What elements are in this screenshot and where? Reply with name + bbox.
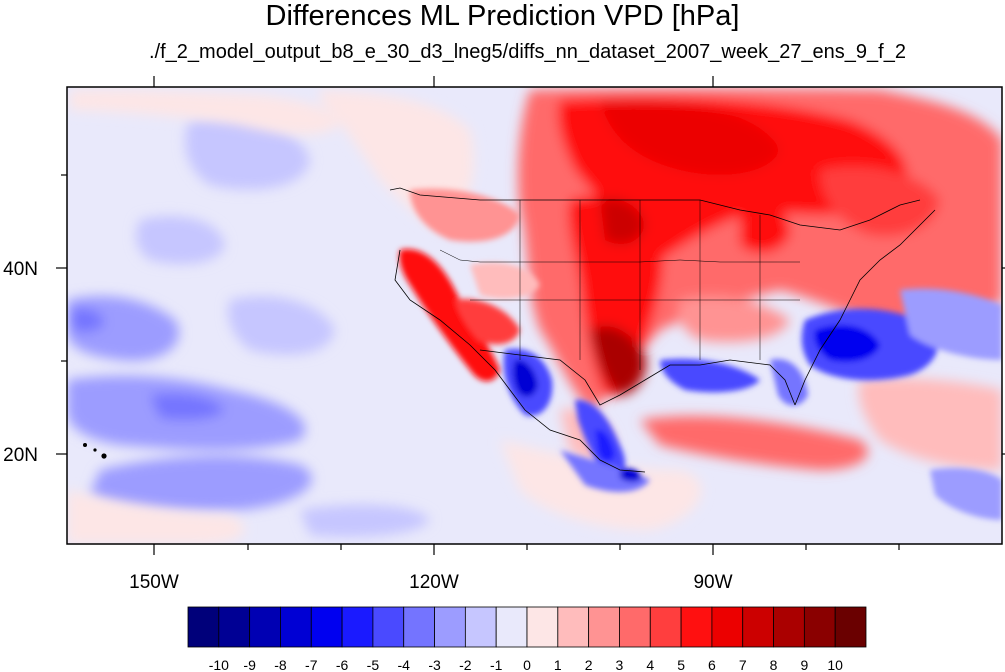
colorbar-swatch xyxy=(403,606,435,648)
colorbar-label: 10 xyxy=(827,657,843,672)
mexico-negative-field xyxy=(503,348,650,492)
us-canada-border xyxy=(389,187,921,231)
colorbar-swatch xyxy=(588,606,620,648)
colorbar-swatch xyxy=(834,606,867,648)
colorbar-label: -9 xyxy=(243,657,256,672)
colorbar-swatch xyxy=(187,606,220,648)
colorbar-label: -10 xyxy=(209,657,229,672)
pacific-negative-field xyxy=(67,116,430,537)
colorbar-swatch xyxy=(341,606,374,648)
colorbar-label: -2 xyxy=(459,657,472,672)
colorbar-label: -3 xyxy=(428,657,441,672)
colorbar-label: 9 xyxy=(800,657,808,672)
colorbar-label: 6 xyxy=(708,657,716,672)
x-tick-label-90w: 90W xyxy=(693,572,732,593)
hawaii-island xyxy=(101,453,107,459)
colorbar: -10 -9 -8 -7 -6 -5 -4 -3 -2 -1 0 1 2 3 4 5 6 7 8 9 10 xyxy=(187,606,867,672)
atlantic-coastline xyxy=(794,209,936,406)
colorbar-swatch xyxy=(495,606,528,648)
colorbar-label: 3 xyxy=(616,657,624,672)
us-mexico-gulf-line xyxy=(479,349,796,406)
x-tick-label-150w: 150W xyxy=(129,572,179,593)
hawaii-islands xyxy=(83,443,107,459)
colorbar-swatch xyxy=(773,606,805,648)
colorbar-swatch xyxy=(372,606,405,648)
country-borders xyxy=(389,187,936,473)
colorbar-swatch xyxy=(526,606,559,648)
hawaii-island xyxy=(83,443,87,447)
colorbar-swatch xyxy=(711,606,744,648)
x-tick-label-120w: 120W xyxy=(409,572,459,593)
colorbar-swatch xyxy=(680,606,713,648)
colorbar-label: 2 xyxy=(585,657,593,672)
colorbar-label: 0 xyxy=(523,657,531,672)
colorbar-swatch xyxy=(619,606,651,648)
state-line-1 xyxy=(439,249,800,263)
colorbar-label: -8 xyxy=(274,657,287,672)
hawaii-island xyxy=(93,448,97,452)
colorbar-label: 8 xyxy=(770,657,778,672)
colorbar-label: -4 xyxy=(398,657,411,672)
colorbar-swatch xyxy=(434,606,466,648)
state-lines-meridional xyxy=(519,200,761,370)
colorbar-label: -5 xyxy=(367,657,380,672)
colorbar-label: 5 xyxy=(677,657,685,672)
map-subtitle: ./f_2_model_output_b8_e_30_d3_lneg5/diff… xyxy=(149,41,906,63)
colorbar-swatch xyxy=(280,606,312,648)
colorbar-swatch xyxy=(464,606,497,648)
colorbar-label: 1 xyxy=(554,657,562,672)
y-tick-label-20n: 20N xyxy=(3,445,38,466)
map-title: Differences ML Prediction VPD [hPa] xyxy=(265,0,740,32)
colorbar-swatch xyxy=(218,606,251,648)
colorbar-label: -7 xyxy=(305,657,318,672)
colorbar-label: 4 xyxy=(646,657,654,672)
map-frame xyxy=(66,86,1003,545)
axis-ticks xyxy=(56,76,1005,555)
colorbar-label: -6 xyxy=(336,657,349,672)
southwest-positive-field xyxy=(399,188,540,382)
colorbar-swatch xyxy=(249,606,281,648)
colorbar-label: -1 xyxy=(490,657,503,672)
colorbar-swatch xyxy=(742,606,774,648)
colorbar-swatch xyxy=(310,606,343,648)
y-tick-label-40n: 40N xyxy=(3,259,38,280)
pacific-coastline xyxy=(394,249,646,473)
colorbar-swatch xyxy=(649,606,682,648)
colorbar-swatch xyxy=(803,606,836,648)
colorbar-swatch xyxy=(557,606,590,648)
colorbar-label: 7 xyxy=(739,657,747,672)
map-field xyxy=(67,87,1002,544)
